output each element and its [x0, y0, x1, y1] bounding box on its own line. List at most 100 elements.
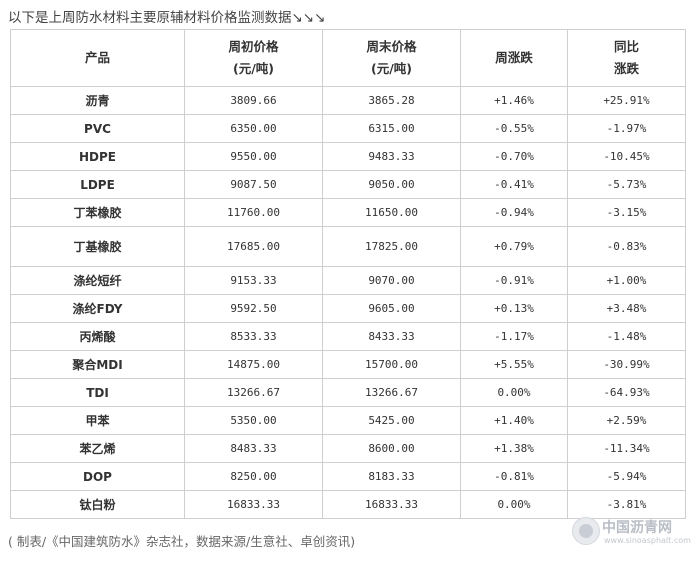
header-yoy-label-2: 涨跌	[613, 61, 639, 76]
end-price-cell: 13266.67	[322, 378, 461, 407]
start-price-cell: 8483.33	[184, 434, 323, 463]
table-row: PVC 6350.00 6315.00 -0.55% -1.97%	[10, 114, 686, 143]
weekly-change-cell: -1.17%	[460, 322, 568, 351]
watermark-name: 中国沥青网	[602, 520, 672, 536]
product-cell: HDPE	[10, 142, 185, 171]
start-price-cell: 16833.33	[184, 490, 323, 519]
table-row: 丙烯酸 8533.33 8433.33 -1.17% -1.48%	[10, 322, 686, 351]
end-price-cell: 11650.00	[322, 198, 461, 227]
table-row: 丁基橡胶 17685.00 17825.00 +0.79% -0.83%	[10, 226, 686, 267]
product-cell: TDI	[10, 378, 185, 407]
header-start-price-label: 周初价格	[228, 39, 279, 54]
product-cell: 丁苯橡胶	[10, 198, 185, 227]
product-cell: DOP	[10, 462, 185, 491]
asphalt-logo-icon	[572, 517, 600, 545]
weekly-change-cell: +1.46%	[460, 86, 568, 115]
header-weekly-change: 周涨跌	[460, 29, 568, 87]
yoy-change-cell: -64.93%	[567, 378, 686, 407]
header-end-price-unit: (元/吨)	[371, 61, 412, 76]
end-price-cell: 16833.33	[322, 490, 461, 519]
start-price-cell: 17685.00	[184, 226, 323, 267]
yoy-change-cell: +3.48%	[567, 294, 686, 323]
end-price-cell: 9050.00	[322, 170, 461, 199]
table-row: 苯乙烯 8483.33 8600.00 +1.38% -11.34%	[10, 434, 686, 463]
weekly-change-cell: +0.13%	[460, 294, 568, 323]
watermark-url: www.sinoasphalt.com	[604, 536, 691, 545]
yoy-change-cell: -3.15%	[567, 198, 686, 227]
yoy-change-cell: -11.34%	[567, 434, 686, 463]
weekly-change-cell: +1.38%	[460, 434, 568, 463]
table-header-row: 产品 周初价格 (元/吨) 周末价格 (元/吨) 周涨跌 同比 涨跌	[10, 29, 686, 87]
product-cell: 丙烯酸	[10, 322, 185, 351]
table-row: 聚合MDI 14875.00 15700.00 +5.55% -30.99%	[10, 350, 686, 379]
product-cell: 甲苯	[10, 406, 185, 435]
product-cell: LDPE	[10, 170, 185, 199]
table-row: 钛白粉 16833.33 16833.33 0.00% -3.81%	[10, 490, 686, 519]
end-price-cell: 5425.00	[322, 406, 461, 435]
end-price-cell: 17825.00	[322, 226, 461, 267]
yoy-change-cell: -3.81%	[567, 490, 686, 519]
product-cell: 沥青	[10, 86, 185, 115]
header-end-price-label: 周末价格	[366, 39, 417, 54]
weekly-change-cell: -0.91%	[460, 266, 568, 295]
start-price-cell: 13266.67	[184, 378, 323, 407]
price-table: 产品 周初价格 (元/吨) 周末价格 (元/吨) 周涨跌 同比 涨跌 沥青 380…	[10, 29, 686, 519]
start-price-cell: 5350.00	[184, 406, 323, 435]
yoy-change-cell: -5.73%	[567, 170, 686, 199]
table-row: HDPE 9550.00 9483.33 -0.70% -10.45%	[10, 142, 686, 171]
end-price-cell: 9605.00	[322, 294, 461, 323]
start-price-cell: 3809.66	[184, 86, 323, 115]
end-price-cell: 8183.33	[322, 462, 461, 491]
start-price-cell: 8533.33	[184, 322, 323, 351]
table-row: 沥青 3809.66 3865.28 +1.46% +25.91%	[10, 86, 686, 115]
weekly-change-cell: +1.40%	[460, 406, 568, 435]
end-price-cell: 9070.00	[322, 266, 461, 295]
watermark-logo: 中国沥青网 www.sinoasphalt.com	[572, 513, 691, 551]
start-price-cell: 9153.33	[184, 266, 323, 295]
start-price-cell: 6350.00	[184, 114, 323, 143]
product-cell: 涤纶短纤	[10, 266, 185, 295]
yoy-change-cell: -1.97%	[567, 114, 686, 143]
table-row: 涤纶短纤 9153.33 9070.00 -0.91% +1.00%	[10, 266, 686, 295]
table-body: 沥青 3809.66 3865.28 +1.46% +25.91% PVC 6350.00 6…	[10, 86, 686, 519]
header-start-price-unit: (元/吨)	[233, 61, 274, 76]
header-start-price: 周初价格 (元/吨)	[184, 29, 323, 87]
end-price-cell: 8600.00	[322, 434, 461, 463]
product-cell: 苯乙烯	[10, 434, 185, 463]
end-price-cell: 15700.00	[322, 350, 461, 379]
weekly-change-cell: -0.70%	[460, 142, 568, 171]
table-row: 丁苯橡胶 11760.00 11650.00 -0.94% -3.15%	[10, 198, 686, 227]
start-price-cell: 14875.00	[184, 350, 323, 379]
weekly-change-cell: -0.81%	[460, 462, 568, 491]
start-price-cell: 9087.50	[184, 170, 323, 199]
end-price-cell: 9483.33	[322, 142, 461, 171]
table-row: TDI 13266.67 13266.67 0.00% -64.93%	[10, 378, 686, 407]
weekly-change-cell: 0.00%	[460, 490, 568, 519]
yoy-change-cell: +1.00%	[567, 266, 686, 295]
product-cell: 涤纶FDY	[10, 294, 185, 323]
start-price-cell: 9592.50	[184, 294, 323, 323]
end-price-cell: 8433.33	[322, 322, 461, 351]
product-cell: 聚合MDI	[10, 350, 185, 379]
weekly-change-cell: -0.94%	[460, 198, 568, 227]
yoy-change-cell: -5.94%	[567, 462, 686, 491]
yoy-change-cell: +2.59%	[567, 406, 686, 435]
end-price-cell: 6315.00	[322, 114, 461, 143]
yoy-change-cell: -0.83%	[567, 226, 686, 267]
end-price-cell: 3865.28	[322, 86, 461, 115]
product-cell: PVC	[10, 114, 185, 143]
yoy-change-cell: -30.99%	[567, 350, 686, 379]
table-row: 甲苯 5350.00 5425.00 +1.40% +2.59%	[10, 406, 686, 435]
header-yoy-change: 同比 涨跌	[567, 29, 686, 87]
table-row: DOP 8250.00 8183.33 -0.81% -5.94%	[10, 462, 686, 491]
table-row: LDPE 9087.50 9050.00 -0.41% -5.73%	[10, 170, 686, 199]
weekly-change-cell: +0.79%	[460, 226, 568, 267]
header-yoy-label: 同比	[613, 39, 639, 54]
header-end-price: 周末价格 (元/吨)	[322, 29, 461, 87]
source-note: ( 制表/《中国建筑防水》杂志社，数据来源/生意社、卓创资讯)	[8, 534, 356, 549]
weekly-change-cell: +5.55%	[460, 350, 568, 379]
product-cell: 丁基橡胶	[10, 226, 185, 267]
yoy-change-cell: +25.91%	[567, 86, 686, 115]
weekly-change-cell: -0.55%	[460, 114, 568, 143]
yoy-change-cell: -1.48%	[567, 322, 686, 351]
